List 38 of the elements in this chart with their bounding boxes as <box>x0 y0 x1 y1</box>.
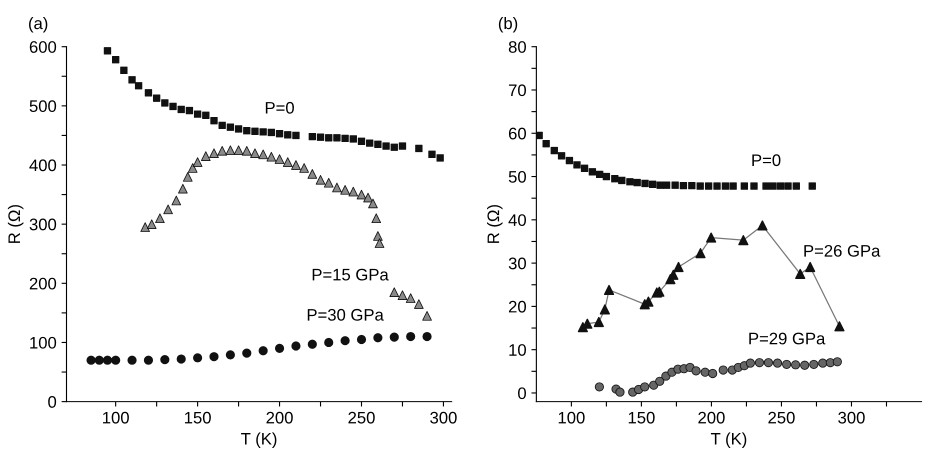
series-label: P=30 GPa <box>308 308 384 321</box>
x-tick-label: 200 <box>698 412 725 424</box>
x-tick-label: 250 <box>768 412 795 424</box>
text: (a) <box>29 16 48 32</box>
y-tick-label: 0 <box>518 387 526 400</box>
x-tick-label: 100 <box>558 412 585 424</box>
y-tick-label: 100 <box>30 336 56 349</box>
y-tick-label: 60 <box>508 128 526 140</box>
x-tick-label: 250 <box>348 412 375 424</box>
y-tick-label: 0 <box>48 396 56 408</box>
y-tick-label: 30 <box>508 258 526 270</box>
x-tick-label: 300 <box>838 412 865 424</box>
x-tick-label: 300 <box>430 412 457 424</box>
y-tick-label: 40 <box>508 214 526 226</box>
series-label: P=0 <box>752 154 780 166</box>
series-label: P=26 GPa <box>804 244 880 257</box>
y-tick-label: 600 <box>30 41 56 53</box>
y-tick-label: 70 <box>508 84 526 96</box>
series-label: P=0 <box>266 102 294 114</box>
x-tick-label: 200 <box>266 412 293 424</box>
y-tick-label: 50 <box>508 170 526 183</box>
x-axis-title: T (K) <box>710 432 746 448</box>
y-tick-label: 80 <box>508 41 526 53</box>
x-axis-title: T (K) <box>241 432 276 448</box>
y-tick-label: 400 <box>29 159 56 172</box>
y-tick-label: 200 <box>30 278 56 290</box>
y-axis-title: R (Ω) <box>8 205 24 243</box>
x-tick-label: 150 <box>628 412 655 424</box>
text: (b) <box>498 16 518 32</box>
x-tick-label: 150 <box>184 412 211 424</box>
y-tick-label: 500 <box>30 100 56 112</box>
y-axis-title: R (Ω) <box>487 205 503 243</box>
y-tick-label: 300 <box>30 218 56 230</box>
series-label: P=15 GPa <box>312 268 389 281</box>
y-tick-label: 20 <box>508 300 526 313</box>
series-label: P=29 GPa <box>749 332 826 344</box>
x-tick-label: 100 <box>103 412 129 424</box>
y-tick-label: 10 <box>509 344 526 356</box>
